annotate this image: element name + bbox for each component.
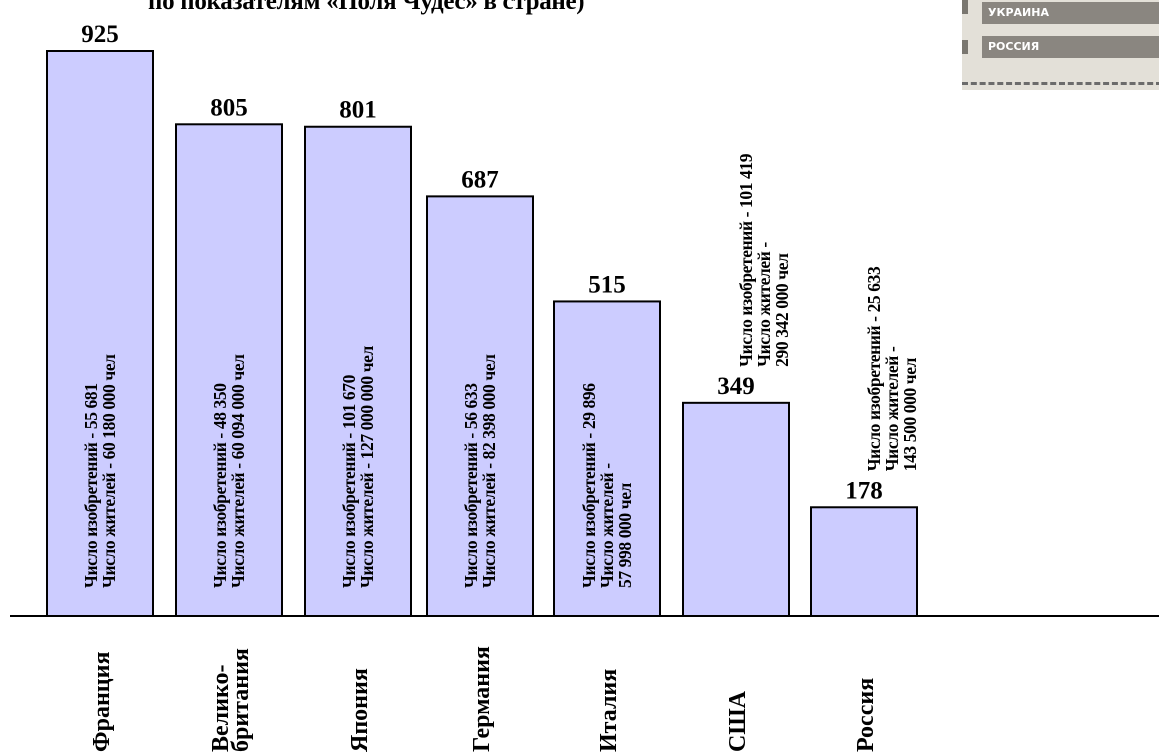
annotation-4-1: Число жителей -: [597, 463, 617, 588]
annotation-6-2: 143 500 000 чел: [900, 357, 920, 471]
annotation-2-1: Число жителей - 127 000 000 чел: [357, 345, 377, 588]
annotation-5-0: Число изобретений - 101 419: [736, 153, 756, 367]
category-label-1-0: Велико-: [208, 665, 234, 752]
bar-4: [553, 300, 661, 617]
annotation-5-1: Число жителей -: [754, 242, 774, 367]
value-label-5: 349: [717, 373, 755, 400]
annotation-6-0: Число изобретений - 25 633: [864, 266, 884, 471]
annotation-1-1: Число жителей - 60 094 000 чел: [228, 354, 248, 588]
annotation-5-2: 290 342 000 чел: [772, 253, 792, 367]
category-label-6: Россия: [853, 678, 879, 752]
bar-5: [682, 401, 790, 617]
stamp-dashed-border: [962, 82, 1159, 85]
stamp-edge: [962, 40, 968, 54]
chart-title: по показателям «Поля Чудес» в стране): [148, 0, 585, 15]
annotation-4-0: Число изобретений - 29 896: [579, 383, 599, 588]
category-label-1-1: британия: [228, 648, 254, 752]
value-label-1: 805: [210, 94, 248, 121]
bar-1: [175, 123, 283, 617]
stamp-label-ukraine: УКРАИНА: [982, 2, 1159, 24]
category-label-2: Япония: [347, 668, 373, 752]
annotation-3-0: Число изобретений - 56 633: [461, 383, 481, 588]
bar-3: [426, 195, 534, 617]
stamp-edge: [962, 0, 968, 14]
annotation-2-0: Число изобретений - 101 670: [339, 374, 359, 588]
annotation-0-1: Число жителей - 60 180 000 чел: [99, 354, 119, 588]
bar-6: [810, 506, 918, 617]
annotation-6-1: Число жителей -: [882, 346, 902, 471]
bar-0: [46, 50, 154, 617]
value-label-3: 687: [461, 166, 499, 193]
stamp-label-russia: РОССИЯ: [982, 36, 1159, 58]
annotation-1-0: Число изобретений - 48 350: [210, 383, 230, 588]
category-label-0: Франция: [89, 652, 115, 752]
annotation-3-1: Число жителей - 82 398 000 чел: [479, 354, 499, 588]
bar-2: [304, 125, 412, 617]
category-label-5: США: [725, 690, 751, 752]
annotation-4-2: 57 998 000 чел: [615, 482, 635, 588]
value-label-6: 178: [845, 477, 883, 504]
category-label-4: Италия: [596, 669, 622, 752]
value-label-4: 515: [588, 271, 626, 298]
value-label-0: 925: [81, 21, 119, 48]
category-label-3: Германия: [469, 646, 495, 752]
value-label-2: 801: [339, 97, 377, 124]
annotation-0-0: Число изобретений - 55 681: [81, 383, 101, 588]
